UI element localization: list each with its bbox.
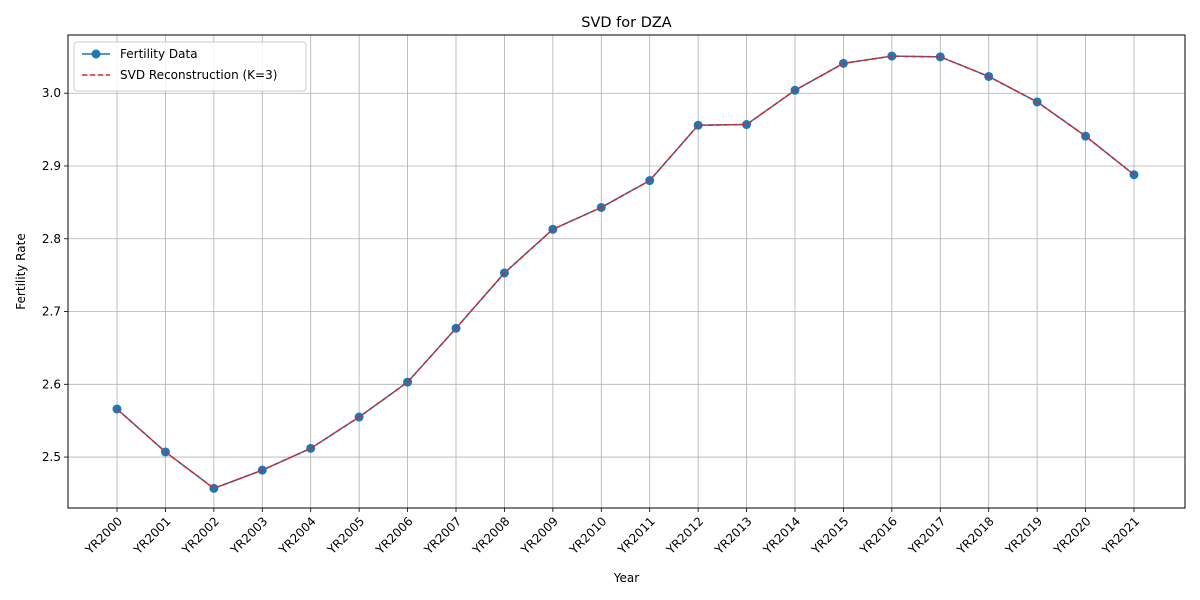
chart-title: SVD for DZA	[581, 15, 672, 31]
y-tick-label: 2.6	[42, 377, 61, 391]
x-tick-label: YR2004	[276, 514, 319, 557]
series-line-svd-reconstruction	[116, 55, 1135, 490]
y-tick-label: 2.7	[42, 305, 61, 319]
y-tick-label: 2.8	[42, 232, 61, 246]
legend-box	[73, 41, 307, 92]
x-tick-label: YR2001	[130, 514, 173, 557]
y-tick-label: 2.9	[42, 159, 61, 173]
x-tick-label: YR2008	[469, 514, 512, 557]
series-line-fertility-data	[116, 55, 1135, 490]
y-tick-label: 3.0	[42, 86, 61, 100]
x-axis-title: Year	[613, 571, 639, 585]
plot-series	[112, 51, 1139, 493]
x-tick-label: YR2013	[711, 514, 754, 557]
y-tick-label: 2.5	[42, 450, 61, 464]
legend-label-svd-reconstruction: SVD Reconstruction (K=3)	[120, 68, 277, 82]
legend-label-fertility-data: Fertility Data	[120, 47, 198, 61]
x-tick-label: YR2018	[954, 514, 997, 557]
axes: YR2000 YR2001 YR2002 YR2003 YR2004 YR2005 YR20…	[42, 86, 1142, 557]
x-tick-label: YR2009	[518, 514, 561, 557]
x-tick-label: YR2005	[324, 514, 367, 557]
x-tick-label: YR2016	[857, 514, 900, 557]
legend-marker-fertility-data	[91, 49, 101, 59]
x-tick-label: YR2006	[372, 514, 415, 557]
x-tick-label: YR2020	[1050, 514, 1093, 557]
x-tick-label: YR2019	[1002, 514, 1045, 557]
x-tick-label: YR2012	[663, 514, 706, 557]
legend: Fertility Data SVD Reconstruction (K=3)	[73, 41, 307, 92]
x-tick-label: YR2017	[905, 514, 948, 557]
data-point-fertility	[935, 52, 945, 62]
x-tick-label: YR2002	[179, 514, 222, 557]
x-tick-label: YR2014	[760, 514, 803, 557]
x-tick-label: YR2015	[808, 514, 851, 557]
x-tick-label: YR2000	[82, 514, 125, 557]
x-tick-label: YR2011	[615, 514, 658, 557]
grid	[68, 35, 1185, 508]
y-axis-title: Fertility Rate	[14, 233, 28, 309]
x-tick-label: YR2007	[421, 514, 464, 557]
x-tick-label: YR2021	[1099, 514, 1142, 557]
x-tick-label: YR2010	[566, 514, 609, 557]
plot-frame	[67, 34, 1186, 509]
x-tick-label: YR2003	[227, 514, 270, 557]
